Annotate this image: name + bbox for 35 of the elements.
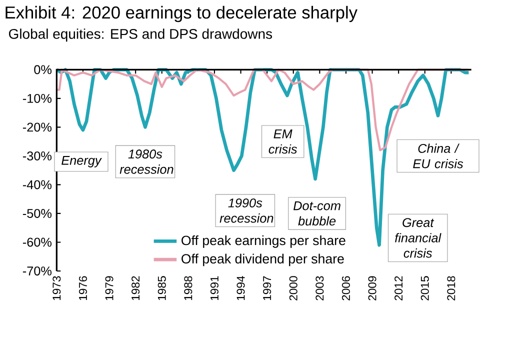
legend-label: Off peak earnings per share <box>182 235 346 248</box>
x-tick-label: 1997 <box>263 276 272 300</box>
x-tick-label: 2006 <box>342 276 350 300</box>
y-tick-label: -10% <box>22 94 52 103</box>
y-tick-label: -50% <box>22 208 52 218</box>
x-tick-label: 1979 <box>105 276 114 300</box>
x-tick-label: 2012 <box>394 276 403 300</box>
y-tick-label: 0% <box>34 65 52 74</box>
x-tick-label: 1994 <box>236 276 245 300</box>
x-tick-label: 2015 <box>420 276 429 300</box>
x-tick-label: 2003 <box>316 276 324 300</box>
y-tick-label: -20% <box>22 122 52 132</box>
y-tick-label: -40% <box>22 180 52 190</box>
chart-title: Exhibit 4: 2020 earnings to decelerate sharply <box>6 6 358 22</box>
annotation: Dot-com bubble <box>294 201 340 226</box>
annotation: 1990s recession <box>220 198 274 223</box>
x-tick-label: 1988 <box>184 276 192 300</box>
legend-label: Off peak dividend per share <box>182 254 344 266</box>
x-tick-label: 1991 <box>210 276 218 300</box>
x-tick-label: 2009 <box>368 276 376 300</box>
x-tick-label: 1973 <box>52 276 61 300</box>
x-tick-label: 1985 <box>158 276 166 300</box>
annotation: China / EU crisis <box>413 144 464 168</box>
x-tick-label: 2018 <box>447 276 456 300</box>
y-tick-label: -70% <box>22 266 52 276</box>
annotation: Great financial crisis <box>395 218 442 258</box>
annotation: 1980s recession <box>120 150 174 174</box>
y-tick-label: -60% <box>22 238 52 247</box>
chart-subtitle: Global equities: EPS and DPS drawdowns <box>8 28 272 42</box>
y-tick-label: -30% <box>22 151 52 160</box>
x-tick-label: 1982 <box>132 276 140 300</box>
annotation: Energy <box>62 156 102 168</box>
x-tick-label: 1976 <box>78 276 87 300</box>
annotation: EM crisis <box>268 129 298 154</box>
x-tick-label: 2000 <box>289 276 298 300</box>
